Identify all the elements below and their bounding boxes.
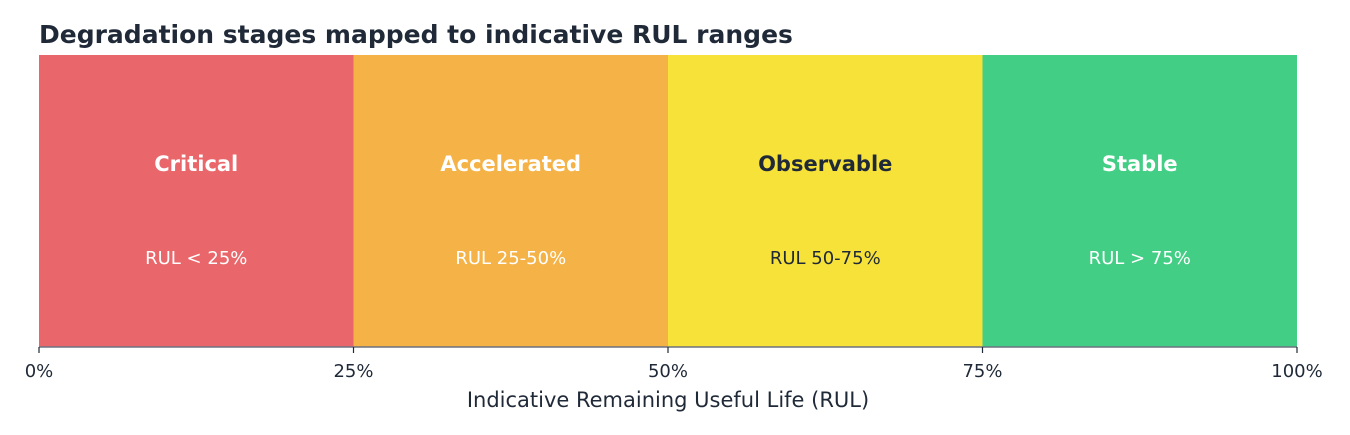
range-label-accelerated: RUL 25-50% [455, 248, 566, 269]
x-axis-label: Indicative Remaining Useful Life (RUL) [467, 388, 869, 412]
segments-layer: Critical RUL < 25% Accelerated RUL 25-50% Ob… [39, 55, 1297, 347]
x-tick-label: 50% [648, 361, 688, 382]
stage-label-accelerated: Accelerated [440, 152, 581, 176]
segment-critical [39, 55, 354, 347]
segment-accelerated [353, 55, 668, 347]
x-tick-label: 100% [1271, 361, 1322, 382]
range-label-critical: RUL < 25% [145, 248, 247, 269]
x-tick-label: 75% [962, 361, 1002, 382]
x-tick-label: 25% [333, 361, 373, 382]
chart-title: Degradation stages mapped to indicative … [39, 20, 793, 49]
segment-stable [982, 55, 1297, 347]
stage-label-stable: Stable [1102, 152, 1178, 176]
stage-label-critical: Critical [154, 152, 238, 176]
segment-observable [668, 55, 983, 347]
stage-label-observable: Observable [758, 152, 892, 176]
x-axis: 0% 25% 50% 75% 100% [25, 346, 1323, 382]
range-label-stable: RUL > 75% [1089, 248, 1191, 269]
range-label-observable: RUL 50-75% [770, 248, 881, 269]
x-tick-label: 0% [25, 361, 54, 382]
